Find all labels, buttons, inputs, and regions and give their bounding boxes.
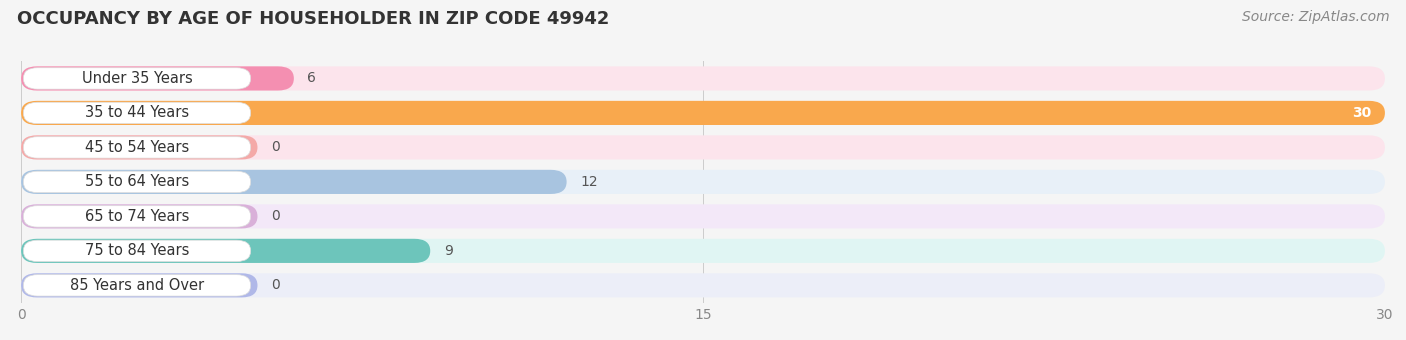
Text: 30: 30: [1353, 106, 1371, 120]
Text: 9: 9: [444, 244, 453, 258]
Text: 45 to 54 Years: 45 to 54 Years: [84, 140, 190, 155]
FancyBboxPatch shape: [24, 137, 250, 158]
Text: 35 to 44 Years: 35 to 44 Years: [84, 105, 188, 120]
Text: Source: ZipAtlas.com: Source: ZipAtlas.com: [1241, 10, 1389, 24]
FancyBboxPatch shape: [24, 240, 250, 261]
FancyBboxPatch shape: [21, 135, 257, 159]
Text: 0: 0: [271, 278, 280, 292]
FancyBboxPatch shape: [21, 101, 1385, 125]
FancyBboxPatch shape: [21, 101, 1385, 125]
FancyBboxPatch shape: [24, 102, 250, 124]
FancyBboxPatch shape: [24, 68, 250, 89]
FancyBboxPatch shape: [24, 275, 250, 296]
Text: 65 to 74 Years: 65 to 74 Years: [84, 209, 190, 224]
Text: 75 to 84 Years: 75 to 84 Years: [84, 243, 190, 258]
FancyBboxPatch shape: [24, 171, 250, 192]
FancyBboxPatch shape: [21, 170, 567, 194]
Text: 0: 0: [271, 209, 280, 223]
FancyBboxPatch shape: [21, 204, 257, 228]
Text: 85 Years and Over: 85 Years and Over: [70, 278, 204, 293]
FancyBboxPatch shape: [21, 66, 1385, 90]
FancyBboxPatch shape: [24, 206, 250, 227]
Text: Under 35 Years: Under 35 Years: [82, 71, 193, 86]
FancyBboxPatch shape: [21, 273, 1385, 298]
Text: 55 to 64 Years: 55 to 64 Years: [84, 174, 190, 189]
Text: 0: 0: [271, 140, 280, 154]
FancyBboxPatch shape: [21, 66, 294, 90]
FancyBboxPatch shape: [21, 204, 1385, 228]
FancyBboxPatch shape: [21, 135, 1385, 159]
Text: 12: 12: [581, 175, 598, 189]
FancyBboxPatch shape: [21, 239, 1385, 263]
Text: OCCUPANCY BY AGE OF HOUSEHOLDER IN ZIP CODE 49942: OCCUPANCY BY AGE OF HOUSEHOLDER IN ZIP C…: [17, 10, 609, 28]
Text: 6: 6: [308, 71, 316, 85]
FancyBboxPatch shape: [21, 273, 257, 298]
FancyBboxPatch shape: [21, 239, 430, 263]
FancyBboxPatch shape: [21, 170, 1385, 194]
